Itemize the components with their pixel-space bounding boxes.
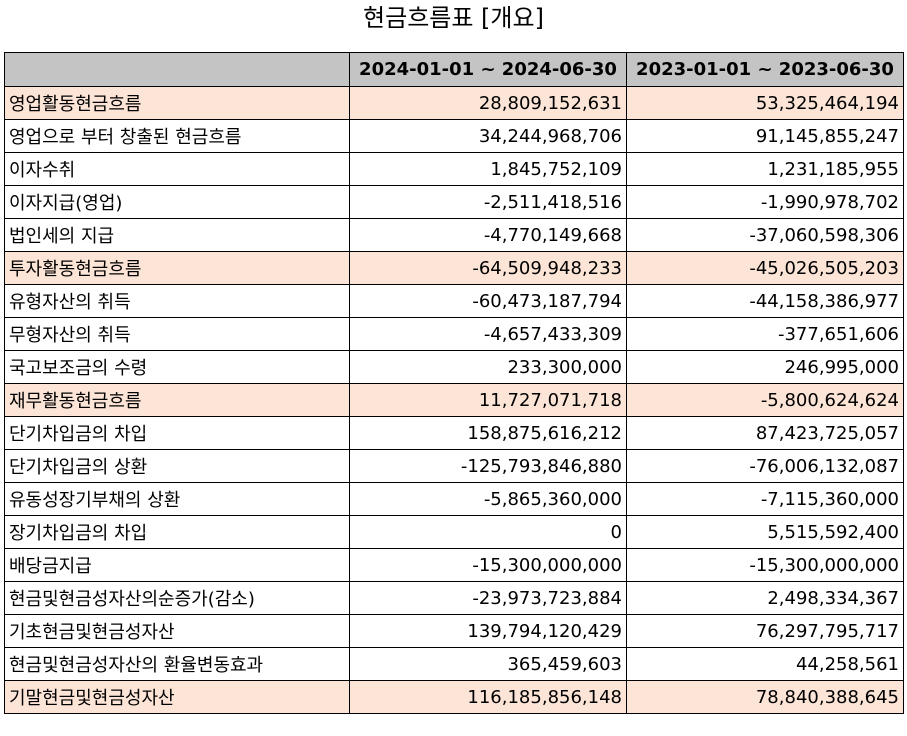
row-label: 법인세의 지급 — [4, 218, 350, 252]
table-row: 영업으로 부터 창출된 현금흐름 34,244,968,706 91,145,855… — [4, 119, 904, 153]
row-label: 이자지급(영업) — [4, 185, 350, 219]
value-2023: 1,231,185,955 — [626, 152, 904, 186]
table-row: 배당금지급 -15,300,000,000 -15,300,000,000 — [4, 548, 904, 582]
table-row: 재무활동현금흐름 11,727,071,718 -5,800,624,624 — [4, 383, 904, 417]
table-row: 법인세의 지급 -4,770,149,668 -37,060,598,306 — [4, 218, 904, 252]
value-2024: 365,459,603 — [349, 647, 627, 681]
table-row: 단기차입금의 상환 -125,793,846,880 -76,006,132,087 — [4, 449, 904, 483]
row-label: 국고보조금의 수령 — [4, 350, 350, 384]
value-2024: -125,793,846,880 — [349, 449, 627, 483]
table-row: 투자활동현금흐름 -64,509,948,233 -45,026,505,203 — [4, 251, 904, 285]
value-2024: 0 — [349, 515, 627, 549]
table-row: 영업활동현금흐름 28,809,152,631 53,325,464,194 — [4, 86, 904, 120]
value-2024: 139,794,120,429 — [349, 614, 627, 648]
row-label: 무형자산의 취득 — [4, 317, 350, 351]
value-2023: 5,515,592,400 — [626, 515, 904, 549]
row-label: 장기차입금의 차입 — [4, 515, 350, 549]
value-2024: -60,473,187,794 — [349, 284, 627, 318]
value-2024: -5,865,360,000 — [349, 482, 627, 516]
column-header-2024: 2024-01-01 ~ 2024-06-30 — [349, 52, 627, 87]
value-2024: 116,185,856,148 — [349, 680, 627, 714]
value-2023: 2,498,334,367 — [626, 581, 904, 615]
value-2023: -15,300,000,000 — [626, 548, 904, 582]
value-2023: -45,026,505,203 — [626, 251, 904, 285]
table-body: 영업활동현금흐름 28,809,152,631 53,325,464,194 영업으로… — [4, 86, 904, 714]
value-2023: 76,297,795,717 — [626, 614, 904, 648]
value-2024: 158,875,616,212 — [349, 416, 627, 450]
value-2024: 28,809,152,631 — [349, 86, 627, 120]
row-label: 투자활동현금흐름 — [4, 251, 350, 285]
table-header-row: 2024-01-01 ~ 2024-06-30 2023-01-01 ~ 202… — [4, 52, 904, 87]
value-2024: -23,973,723,884 — [349, 581, 627, 615]
table-row: 현금및현금성자산의순증가(감소) -23,973,723,884 2,498,334… — [4, 581, 904, 615]
table-row: 단기차입금의 차입 158,875,616,212 87,423,725,057 — [4, 416, 904, 450]
cash-flow-table: 2024-01-01 ~ 2024-06-30 2023-01-01 ~ 202… — [4, 52, 904, 714]
row-label: 이자수취 — [4, 152, 350, 186]
value-2023: 87,423,725,057 — [626, 416, 904, 450]
value-2023: -1,990,978,702 — [626, 185, 904, 219]
value-2024: -4,657,433,309 — [349, 317, 627, 351]
table-row: 유동성장기부채의 상환 -5,865,360,000 -7,115,360,000 — [4, 482, 904, 516]
value-2024: -64,509,948,233 — [349, 251, 627, 285]
table-row: 기초현금및현금성자산 139,794,120,429 76,297,795,717 — [4, 614, 904, 648]
value-2023: 44,258,561 — [626, 647, 904, 681]
row-label: 유형자산의 취득 — [4, 284, 350, 318]
value-2023: 53,325,464,194 — [626, 86, 904, 120]
table-row: 이자수취 1,845,752,109 1,231,185,955 — [4, 152, 904, 186]
value-2023: -377,651,606 — [626, 317, 904, 351]
table-row: 국고보조금의 수령 233,300,000 246,995,000 — [4, 350, 904, 384]
row-label: 기말현금및현금성자산 — [4, 680, 350, 714]
row-label: 현금및현금성자산의순증가(감소) — [4, 581, 350, 615]
table-row: 기말현금및현금성자산 116,185,856,148 78,840,388,645 — [4, 680, 904, 714]
value-2023: 246,995,000 — [626, 350, 904, 384]
row-label: 배당금지급 — [4, 548, 350, 582]
value-2024: -4,770,149,668 — [349, 218, 627, 252]
value-2023: 91,145,855,247 — [626, 119, 904, 153]
row-label: 현금및현금성자산의 환율변동효과 — [4, 647, 350, 681]
value-2023: -44,158,386,977 — [626, 284, 904, 318]
value-2023: -7,115,360,000 — [626, 482, 904, 516]
table-row: 무형자산의 취득 -4,657,433,309 -377,651,606 — [4, 317, 904, 351]
value-2023: -5,800,624,624 — [626, 383, 904, 417]
row-label: 단기차입금의 상환 — [4, 449, 350, 483]
value-2024: 1,845,752,109 — [349, 152, 627, 186]
row-label: 영업활동현금흐름 — [4, 86, 350, 120]
value-2023: 78,840,388,645 — [626, 680, 904, 714]
value-2023: -76,006,132,087 — [626, 449, 904, 483]
value-2024: 11,727,071,718 — [349, 383, 627, 417]
row-label: 유동성장기부채의 상환 — [4, 482, 350, 516]
page-title: 현금흐름표 [개요] — [363, 4, 544, 32]
row-label: 기초현금및현금성자산 — [4, 614, 350, 648]
row-label: 단기차입금의 차입 — [4, 416, 350, 450]
value-2024: 34,244,968,706 — [349, 119, 627, 153]
table-row: 이자지급(영업) -2,511,418,516 -1,990,978,702 — [4, 185, 904, 219]
value-2024: 233,300,000 — [349, 350, 627, 384]
table-row: 유형자산의 취득 -60,473,187,794 -44,158,386,977 — [4, 284, 904, 318]
row-label: 영업으로 부터 창출된 현금흐름 — [4, 119, 350, 153]
column-header-2023: 2023-01-01 ~ 2023-06-30 — [626, 52, 904, 87]
value-2023: -37,060,598,306 — [626, 218, 904, 252]
value-2024: -2,511,418,516 — [349, 185, 627, 219]
header-blank-cell — [4, 52, 350, 87]
table-row: 장기차입금의 차입 0 5,515,592,400 — [4, 515, 904, 549]
row-label: 재무활동현금흐름 — [4, 383, 350, 417]
table-row: 현금및현금성자산의 환율변동효과 365,459,603 44,258,561 — [4, 647, 904, 681]
value-2024: -15,300,000,000 — [349, 548, 627, 582]
